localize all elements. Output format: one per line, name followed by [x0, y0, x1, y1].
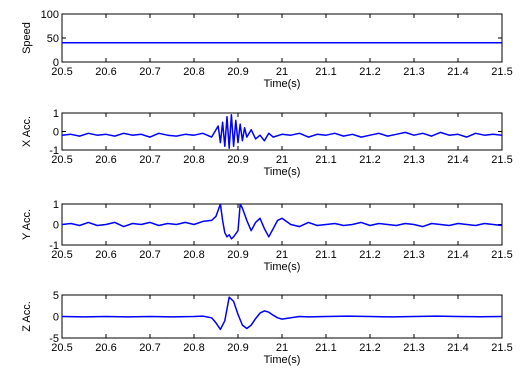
x-tick-label: 21.3 [403, 66, 424, 78]
y-axis-label: Y Acc. [21, 209, 33, 240]
x-tick-label: 21.1 [315, 249, 336, 261]
x-tick-label: 20.9 [227, 249, 248, 261]
x-tick-label: 20.5 [51, 154, 72, 166]
x-tick-label: 20.8 [183, 66, 204, 78]
y-tick-label: 0 [53, 57, 59, 69]
axes-frame-2 [61, 112, 503, 151]
x-tick-label: 21.5 [491, 66, 512, 78]
y-tick-label: 0 [53, 220, 59, 232]
x-tick-label: 21.3 [403, 342, 424, 354]
y-tick-label: 0 [53, 312, 59, 324]
x-axis-label: Time(s) [264, 354, 301, 366]
y-tick-label: 1 [53, 199, 59, 211]
x-tick-label: 20.9 [227, 342, 248, 354]
x-tick-label: 21.5 [491, 154, 512, 166]
x-tick-label: 21.4 [447, 342, 468, 354]
x-tick-label: 20.7 [139, 154, 160, 166]
x-tick-label: 20.6 [95, 66, 116, 78]
x-tick-label: 21.2 [359, 154, 380, 166]
x-axis-label: Time(s) [264, 166, 301, 178]
x-tick-label: 20.5 [51, 66, 72, 78]
x-tick-label: 21.1 [315, 66, 336, 78]
x-tick-label: 21 [276, 66, 288, 78]
x-tick-label: 21.3 [403, 154, 424, 166]
x-tick-label: 21.2 [359, 342, 380, 354]
series-line-3 [62, 204, 502, 240]
y-tick-label: 100 [41, 9, 59, 21]
x-tick-label: 20.5 [51, 342, 72, 354]
x-tick-label: 21.2 [359, 249, 380, 261]
x-tick-label: 21.5 [491, 342, 512, 354]
x-tick-label: 20.6 [95, 154, 116, 166]
y-tick-label: 5 [53, 290, 59, 302]
x-tick-label: 21.5 [491, 249, 512, 261]
y-axis-label: Speed [21, 22, 33, 54]
x-tick-label: 20.8 [183, 342, 204, 354]
x-axis-label: Time(s) [264, 261, 301, 273]
x-tick-label: 20.9 [227, 66, 248, 78]
x-tick-label: 20.5 [51, 249, 72, 261]
x-tick-label: 20.7 [139, 66, 160, 78]
x-tick-label: 20.6 [95, 342, 116, 354]
series-line-4 [62, 296, 502, 331]
x-tick-label: 20.7 [139, 342, 160, 354]
x-tick-label: 20.7 [139, 249, 160, 261]
x-tick-label: 21 [276, 342, 288, 354]
x-tick-label: 21 [276, 249, 288, 261]
y-tick-label: -1 [49, 145, 59, 157]
series-line-2 [62, 114, 502, 149]
x-tick-label: 21 [276, 154, 288, 166]
x-tick-label: 21.3 [403, 249, 424, 261]
x-tick-label: 21.1 [315, 154, 336, 166]
y-tick-label: -5 [49, 333, 59, 345]
y-axis-label: X Acc. [21, 116, 33, 147]
x-tick-label: 21.2 [359, 66, 380, 78]
x-tick-label: 20.8 [183, 249, 204, 261]
x-tick-label: 21.4 [447, 154, 468, 166]
x-tick-label: 21.1 [315, 342, 336, 354]
axes-frame-1 [61, 13, 503, 63]
x-axis-label: Time(s) [264, 78, 301, 90]
x-tick-label: 20.8 [183, 154, 204, 166]
y-tick-label: 50 [47, 33, 59, 45]
x-tick-label: 20.9 [227, 154, 248, 166]
x-tick-label: 21.4 [447, 66, 468, 78]
x-tick-label: 21.4 [447, 249, 468, 261]
y-tick-label: 0 [53, 127, 59, 139]
y-tick-label: 1 [53, 108, 59, 120]
y-tick-label: -1 [49, 240, 59, 252]
y-axis-label: Z Acc. [21, 301, 33, 332]
x-tick-label: 20.6 [95, 249, 116, 261]
